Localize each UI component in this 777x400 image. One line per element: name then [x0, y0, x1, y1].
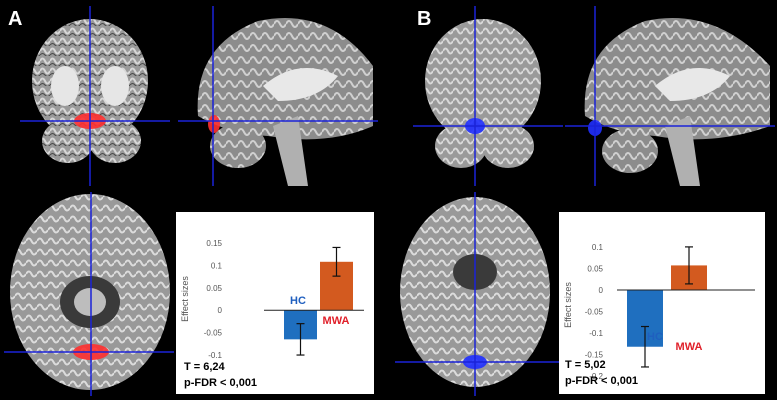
y-tick-label: 0.1 — [592, 243, 604, 252]
effect-size-chart-a: Effect sizes 0.15 0.1 0.05 0 -0.05 -0.1 HC MWA T … — [176, 212, 374, 394]
coronal-view-a — [20, 6, 170, 186]
y-tick-label: 0.15 — [206, 239, 222, 248]
panel-label-a: A — [8, 8, 23, 30]
axial-view-a — [4, 192, 174, 396]
panel-a: A — [0, 0, 386, 400]
stat-t-value: T = 6,24 — [184, 361, 226, 373]
y-tick-label: -0.15 — [585, 350, 604, 359]
category-label-mwa: MWA — [323, 315, 350, 327]
sagittal-view-a — [178, 6, 378, 186]
y-tick-label: -0.1 — [208, 351, 222, 360]
stat-p-value: p-FDR < 0,001 — [184, 377, 257, 389]
y-tick-label: -0.05 — [585, 307, 604, 316]
category-label-hc: HC — [647, 331, 663, 343]
y-tick-label: 0.1 — [211, 261, 223, 270]
panel-b: B — [391, 0, 777, 400]
y-tick-label: 0.05 — [206, 284, 222, 293]
effect-size-chart-b: Effect sizes 0.1 0.05 0 -0.05 -0.1 -0.15 -0.2 HC… — [559, 212, 765, 394]
y-tick-label: -0.05 — [204, 329, 223, 338]
y-tick-label: 0 — [218, 306, 223, 315]
sagittal-view-b — [565, 6, 775, 186]
category-label-hc: HC — [290, 295, 306, 307]
y-axis-label: Effect sizes — [563, 282, 573, 328]
y-tick-label: -0.2 — [589, 372, 603, 381]
category-label-mwa: MWA — [676, 341, 703, 353]
y-axis-label: Effect sizes — [180, 276, 190, 322]
stat-t-value: T = 5,02 — [565, 359, 606, 371]
axial-view-b — [395, 192, 565, 396]
stat-p-value: p-FDR < 0,001 — [565, 375, 638, 387]
y-tick-label: 0 — [599, 286, 604, 295]
panel-label-b: B — [417, 8, 432, 30]
coronal-view-b — [413, 6, 563, 186]
y-tick-label: -0.1 — [589, 329, 603, 338]
y-tick-label: 0.05 — [587, 264, 603, 273]
